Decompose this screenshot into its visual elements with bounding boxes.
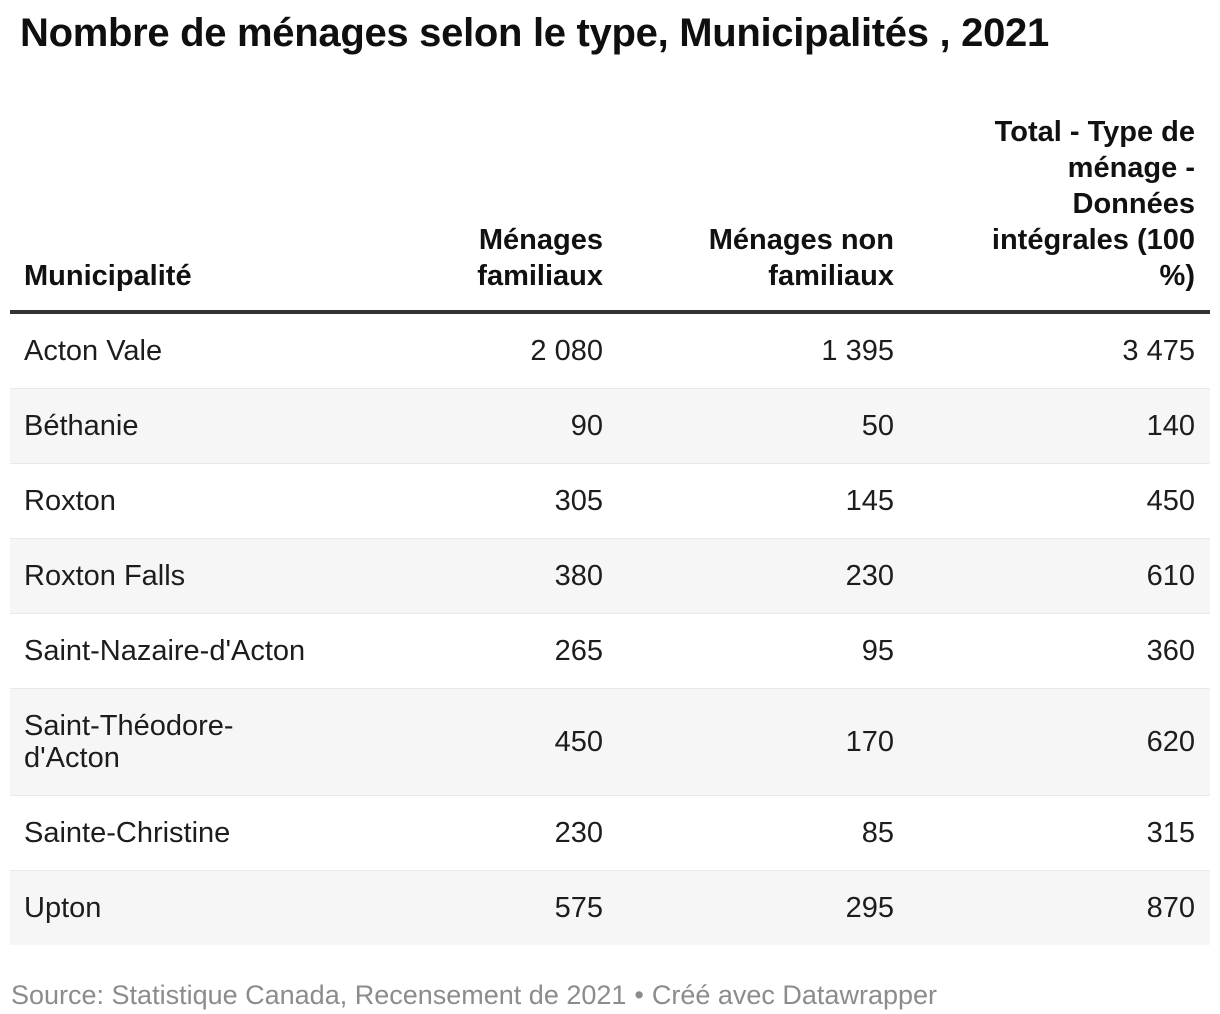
cell-family-households: 305 [554, 485, 603, 517]
table-row: Upton 575 295 870 [10, 870, 1210, 945]
cell-nonfamily-households: 1 395 [821, 335, 894, 367]
cell-family-households: 90 [570, 410, 603, 442]
table-row: Sainte-Christine 230 85 315 [10, 795, 1210, 871]
households-table: Municipalité Ménages familiaux Ménages n… [10, 114, 1210, 945]
cell-municipality: Saint-Théodore- d'Acton [24, 710, 234, 774]
table-body: Acton Vale 2 080 1 395 3 475 Béthanie 90… [10, 312, 1210, 945]
cell-total-households: 450 [1146, 485, 1195, 517]
header-row: Municipalité Ménages familiaux Ménages n… [10, 114, 1210, 314]
table-row: Saint-Théodore- d'Acton 450 170 620 [10, 688, 1210, 796]
column-header-menages-familiaux: Ménages familiaux [325, 114, 618, 314]
cell-municipality: Roxton Falls [24, 560, 186, 592]
cell-nonfamily-households: 95 [861, 635, 894, 667]
cell-nonfamily-households: 230 [845, 560, 894, 592]
table-row: Béthanie 90 50 140 [10, 388, 1210, 464]
cell-family-households: 380 [554, 560, 603, 592]
column-header-municipalite: Municipalité [10, 114, 325, 314]
cell-municipality: Béthanie [24, 410, 139, 442]
cell-total-households: 870 [1146, 892, 1195, 924]
cell-total-households: 3 475 [1122, 335, 1195, 367]
table-row: Roxton 305 145 450 [10, 463, 1210, 539]
cell-total-households: 140 [1146, 410, 1195, 442]
table-header: Municipalité Ménages familiaux Ménages n… [10, 114, 1210, 314]
cell-family-households: 230 [554, 817, 603, 849]
table-row: Roxton Falls 380 230 610 [10, 538, 1210, 614]
cell-family-households: 450 [554, 726, 603, 758]
table-row: Saint-Nazaire-d'Acton 265 95 360 [10, 613, 1210, 689]
cell-total-households: 610 [1146, 560, 1195, 592]
cell-municipality: Roxton [24, 485, 116, 517]
cell-total-households: 620 [1146, 726, 1195, 758]
cell-municipality: Saint-Nazaire-d'Acton [24, 635, 306, 667]
column-header-total: Total - Type de ménage - Données intégra… [909, 114, 1210, 314]
cell-total-households: 315 [1146, 817, 1195, 849]
page-title: Nombre de ménages selon le type, Municip… [20, 11, 1049, 55]
cell-nonfamily-households: 295 [845, 892, 894, 924]
column-header-menages-non-familiaux: Ménages non familiaux [618, 114, 909, 314]
datawrapper-credit-link[interactable]: Créé avec Datawrapper [651, 980, 937, 1010]
cell-municipality: Upton [24, 892, 102, 924]
cell-nonfamily-households: 145 [845, 485, 894, 517]
cell-municipality: Acton Vale [24, 335, 163, 367]
cell-family-households: 2 080 [530, 335, 603, 367]
cell-total-households: 360 [1146, 635, 1195, 667]
table-row: Acton Vale 2 080 1 395 3 475 [10, 312, 1210, 389]
source-text: Source: Statistique Canada, Recensement … [11, 980, 627, 1010]
cell-family-households: 575 [554, 892, 603, 924]
cell-nonfamily-households: 170 [845, 726, 894, 758]
footer: Source: Statistique Canada, Recensement … [11, 979, 1210, 1011]
footer-separator: • [634, 980, 644, 1010]
cell-nonfamily-households: 50 [861, 410, 894, 442]
datawrapper-table-page: Nombre de ménages selon le type, Municip… [0, 10, 1220, 1014]
cell-nonfamily-households: 85 [861, 817, 894, 849]
cell-family-households: 265 [554, 635, 603, 667]
cell-municipality: Sainte-Christine [24, 817, 231, 849]
